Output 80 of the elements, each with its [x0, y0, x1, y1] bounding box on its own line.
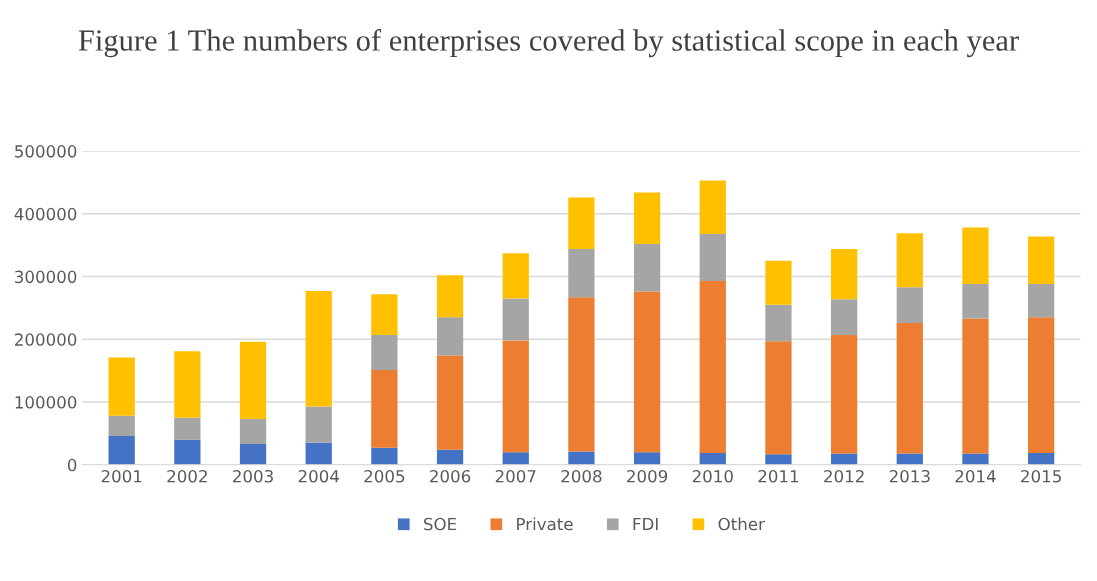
bar: [633, 192, 661, 244]
bar: [699, 452, 726, 465]
bar: [896, 287, 923, 323]
bar: [174, 351, 201, 418]
y-tick-label: 0: [67, 458, 77, 472]
bar: [699, 180, 726, 234]
bar: [174, 439, 201, 465]
bar: [436, 355, 464, 450]
legend-label: Private: [517, 517, 573, 531]
bar: [699, 233, 726, 281]
bar: [502, 452, 529, 465]
y-tick-label: 100000: [15, 396, 77, 409]
bar: [502, 298, 529, 341]
bar: [305, 442, 332, 465]
y-tick-label: 200000: [15, 333, 77, 346]
bar: [1028, 317, 1055, 453]
bar: [436, 275, 464, 318]
bar: [765, 260, 792, 305]
bar: [305, 406, 332, 443]
bar: [108, 435, 135, 465]
x-tick-label: 2015: [1021, 469, 1061, 483]
bar: [371, 370, 398, 448]
bar: [502, 340, 529, 453]
legend-label: SOE: [424, 517, 457, 531]
bar: [1028, 236, 1055, 285]
legend-label: FDI: [633, 517, 658, 531]
bar: [568, 297, 595, 452]
bar: [896, 322, 923, 454]
x-tick-label: 2008: [561, 469, 602, 483]
x-tick-label: 2011: [758, 469, 799, 483]
bar: [962, 227, 989, 285]
bar: [436, 317, 464, 356]
bar: [174, 417, 201, 440]
bar: [568, 197, 595, 249]
y-tick-label: 300000: [15, 270, 77, 284]
y-tick-label: 500000: [15, 145, 77, 158]
x-tick-label: 2005: [364, 469, 405, 483]
bar: [633, 452, 661, 465]
bar: [699, 280, 726, 453]
x-tick-label: 2001: [101, 469, 142, 483]
x-tick-label: 2002: [167, 469, 207, 483]
y-tick-label: 400000: [14, 207, 77, 221]
bar: [239, 418, 267, 445]
bar: [830, 334, 858, 454]
bar: [1028, 284, 1055, 318]
bar: [830, 248, 858, 300]
x-tick-label: 2003: [233, 469, 273, 483]
bar: [765, 341, 792, 455]
bar: [1028, 452, 1055, 465]
bar: [305, 290, 332, 407]
chart-title: Figure 1 The numbers of enterprises covered by statistical scope in each year: [78, 29, 1019, 58]
bar: [108, 415, 135, 436]
bar: [371, 294, 398, 335]
x-tick-label: 2004: [298, 469, 339, 483]
bar: [962, 318, 989, 454]
bar: [239, 444, 267, 465]
bar: [371, 334, 398, 371]
bar: [568, 248, 595, 298]
bar: [765, 454, 792, 465]
bar: [436, 449, 464, 465]
bar: [962, 284, 989, 319]
x-tick-label: 2014: [955, 469, 996, 483]
bar: [502, 253, 529, 299]
x-tick-label: 2012: [824, 469, 864, 483]
bar: [633, 291, 661, 453]
bar: [371, 447, 398, 465]
bar: [239, 341, 267, 419]
x-tick-label: 2010: [692, 469, 733, 483]
legend-label: Other: [718, 517, 765, 531]
x-tick-label: 2007: [495, 469, 536, 483]
bar: [896, 233, 923, 288]
x-tick-label: 2013: [889, 469, 930, 483]
bar: [962, 453, 989, 465]
bar: [633, 243, 661, 292]
bar: [830, 299, 858, 335]
bar: [765, 304, 792, 342]
x-tick-label: 2006: [430, 469, 471, 483]
bar: [568, 451, 595, 465]
bar: [108, 357, 135, 416]
x-tick-label: 2009: [627, 469, 668, 483]
